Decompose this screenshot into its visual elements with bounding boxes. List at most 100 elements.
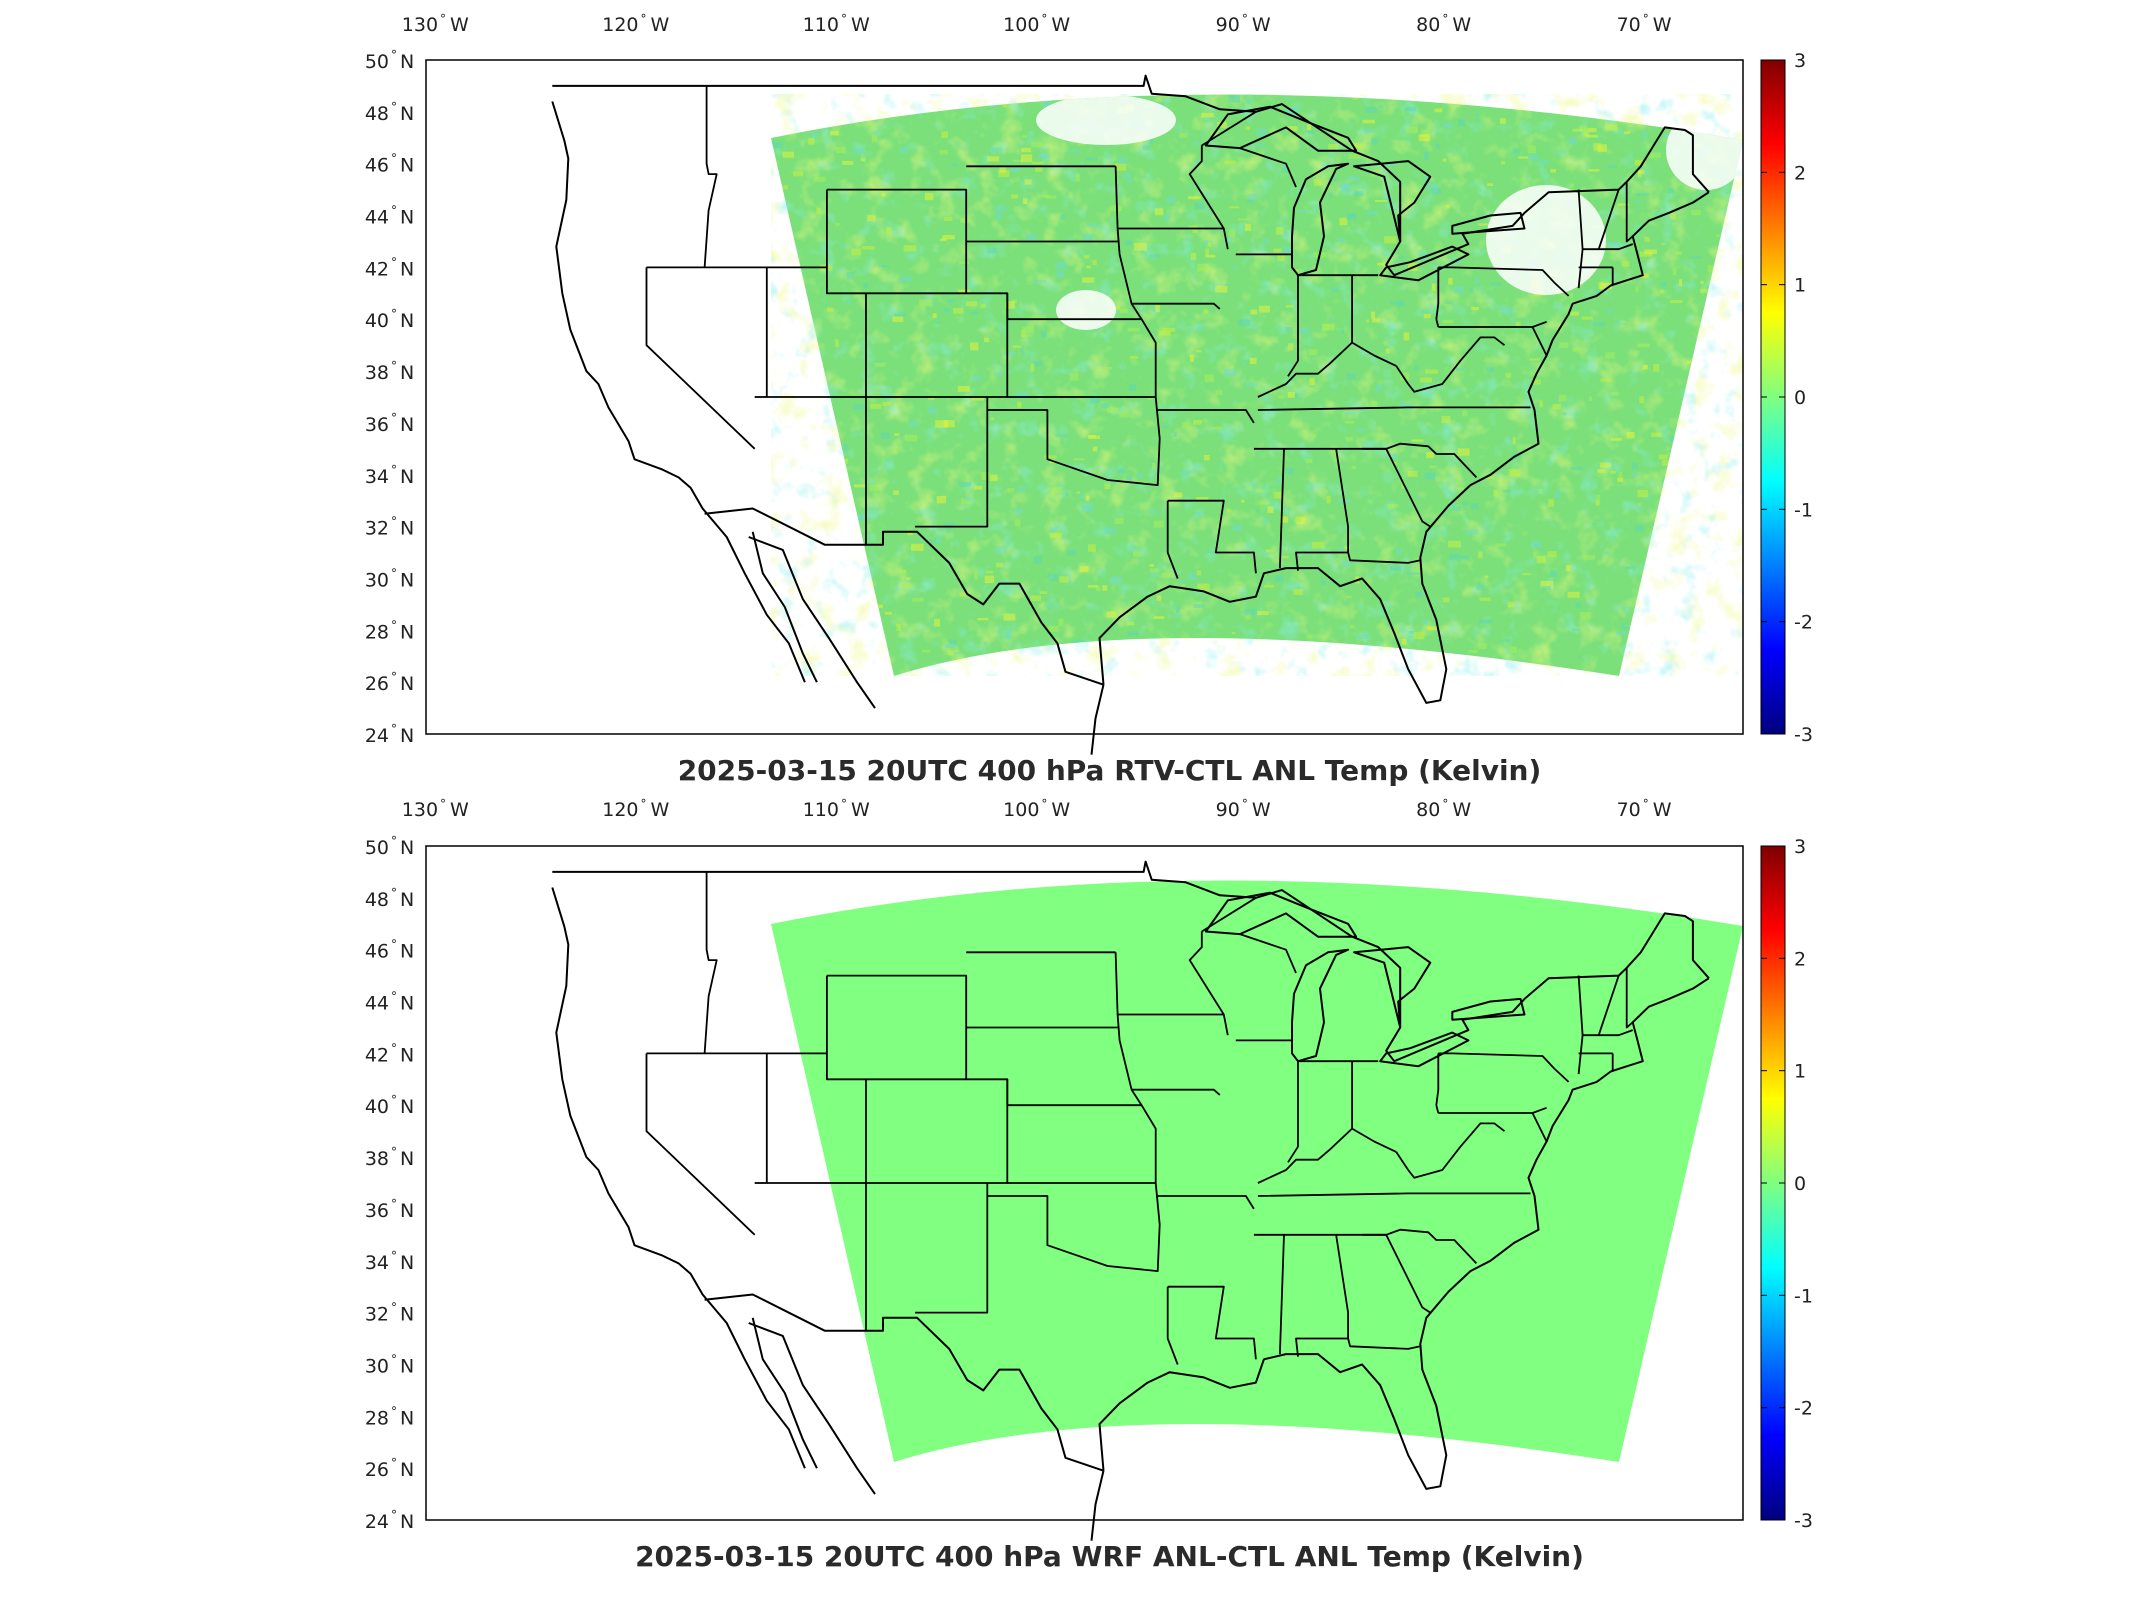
map-frame: [425, 59, 1744, 735]
svg-text:N: N: [400, 1511, 414, 1533]
svg-text:°: °: [391, 152, 397, 166]
svg-text:N: N: [400, 1252, 414, 1274]
lat-tick-label: 34 ° N: [365, 1249, 414, 1274]
svg-text:26: 26: [365, 1459, 389, 1481]
svg-text:°: °: [391, 990, 397, 1004]
svg-text:90: 90: [1216, 14, 1240, 36]
svg-text:°: °: [391, 1093, 397, 1107]
lat-tick-label: 50 ° N: [365, 48, 414, 73]
lon-tick-label: 120 ° W: [602, 12, 669, 36]
lat-tick-label: 42 ° N: [365, 255, 414, 280]
lon-tick-label: 120 ° W: [602, 797, 669, 821]
lon-tick-label: 80 ° W: [1416, 12, 1471, 36]
svg-text:N: N: [400, 1304, 414, 1326]
svg-text:°: °: [391, 411, 397, 425]
svg-text:38: 38: [365, 362, 389, 384]
lat-tick-label: 48 ° N: [365, 100, 414, 125]
svg-text:°: °: [391, 359, 397, 373]
svg-text:N: N: [400, 518, 414, 540]
svg-text:°: °: [841, 797, 847, 811]
colorbar-tick-label: 3: [1794, 836, 1806, 858]
map-title: 2025-03-15 20UTC 400 hPa WRF ANL-CTL ANL…: [635, 1540, 1584, 1573]
svg-text:°: °: [641, 797, 647, 811]
svg-text:N: N: [400, 51, 414, 73]
svg-text:W: W: [1051, 14, 1070, 36]
svg-text:24: 24: [365, 1511, 389, 1533]
svg-text:°: °: [391, 722, 397, 736]
svg-text:°: °: [391, 255, 397, 269]
lon-tick-label: 100 ° W: [1003, 797, 1070, 821]
lon-tick-label: 70 ° W: [1617, 797, 1672, 821]
svg-text:120: 120: [602, 14, 638, 36]
svg-text:48: 48: [365, 889, 389, 911]
svg-text:36: 36: [365, 1200, 389, 1222]
svg-text:34: 34: [365, 1252, 389, 1274]
lat-tick-label: 26 ° N: [365, 1456, 414, 1481]
svg-text:N: N: [400, 1148, 414, 1170]
lat-tick-label: 44 ° N: [365, 204, 414, 229]
data-field-footprint: [771, 880, 1743, 1462]
svg-text:N: N: [400, 993, 414, 1015]
svg-text:°: °: [391, 834, 397, 848]
lat-tick-label: 34 ° N: [365, 463, 414, 488]
svg-text:N: N: [400, 362, 414, 384]
svg-text:°: °: [391, 1404, 397, 1418]
svg-text:°: °: [440, 12, 446, 26]
lon-tick-label: 110 ° W: [803, 797, 870, 821]
svg-text:N: N: [400, 673, 414, 695]
lat-tick-label: 44 ° N: [365, 990, 414, 1015]
svg-text:70: 70: [1617, 799, 1641, 821]
svg-text:N: N: [400, 621, 414, 643]
lat-tick-label: 32 ° N: [365, 1301, 414, 1326]
svg-text:44: 44: [365, 207, 389, 229]
colorbar-tick-label: 2: [1794, 162, 1806, 184]
svg-text:110: 110: [803, 14, 839, 36]
lon-tick-label: 100 ° W: [1003, 12, 1070, 36]
colorbar-tick-label: -3: [1794, 724, 1813, 746]
svg-text:120: 120: [602, 799, 638, 821]
map-panel-rtv-ctl: 130 ° W 120 ° W 110 ° W 100 ° W 90 ° W 80 ° W 70 ° W50 ° N48 ° N…: [365, 12, 1813, 787]
svg-text:50: 50: [365, 51, 389, 73]
svg-text:W: W: [450, 14, 469, 36]
svg-text:°: °: [1442, 12, 1448, 26]
svg-text:°: °: [1242, 12, 1248, 26]
colorbar-tick-label: -3: [1794, 1510, 1813, 1532]
svg-text:W: W: [851, 799, 870, 821]
svg-text:°: °: [391, 566, 397, 580]
svg-text:48: 48: [365, 103, 389, 125]
svg-text:26: 26: [365, 673, 389, 695]
svg-text:28: 28: [365, 621, 389, 643]
svg-text:46: 46: [365, 941, 389, 963]
lat-tick-label: 36 ° N: [365, 411, 414, 436]
svg-text:34: 34: [365, 466, 389, 488]
svg-text:N: N: [400, 569, 414, 591]
svg-text:W: W: [1252, 799, 1271, 821]
svg-text:N: N: [400, 1407, 414, 1429]
map-panel-wrf-anl-ctl: 130 ° W 120 ° W 110 ° W 100 ° W 90 ° W 80 ° W 70 ° W50 ° N48 ° N…: [365, 797, 1813, 1573]
svg-text:°: °: [391, 1301, 397, 1315]
svg-text:°: °: [391, 1456, 397, 1470]
lat-tick-label: 50 ° N: [365, 834, 414, 859]
svg-text:N: N: [400, 941, 414, 963]
svg-text:°: °: [391, 204, 397, 218]
svg-text:N: N: [400, 414, 414, 436]
map-title: 2025-03-15 20UTC 400 hPa RTV-CTL ANL Tem…: [678, 754, 1542, 787]
map-boundaries: [551, 74, 1710, 755]
svg-text:N: N: [400, 310, 414, 332]
svg-text:°: °: [391, 670, 397, 684]
svg-text:°: °: [1643, 12, 1649, 26]
svg-text:N: N: [400, 207, 414, 229]
svg-text:W: W: [1452, 799, 1471, 821]
lat-tick-label: 24 ° N: [365, 722, 414, 747]
lat-tick-label: 38 ° N: [365, 1145, 414, 1170]
svg-text:°: °: [391, 1197, 397, 1211]
svg-text:°: °: [391, 100, 397, 114]
svg-text:110: 110: [803, 799, 839, 821]
svg-text:100: 100: [1003, 14, 1039, 36]
svg-text:N: N: [400, 837, 414, 859]
colorbar-tick-label: -1: [1794, 1285, 1813, 1307]
colorbar-tick-label: -2: [1794, 1398, 1813, 1420]
svg-text:50: 50: [365, 837, 389, 859]
